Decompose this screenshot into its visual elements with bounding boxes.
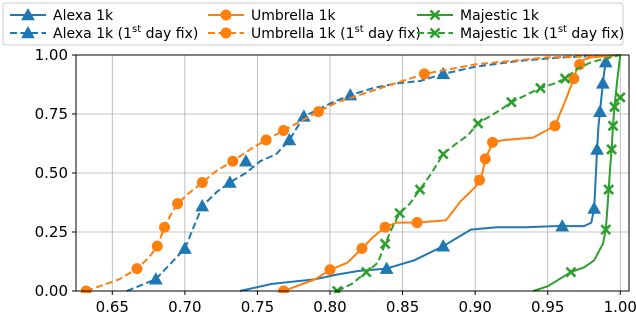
series-2 <box>126 54 621 292</box>
data-point <box>227 155 239 167</box>
legend-marker <box>21 7 35 21</box>
y-tick-label: 0.50 <box>35 164 68 182</box>
legend-box <box>2 2 624 46</box>
data-point <box>260 134 272 146</box>
y-tick-label: 1.00 <box>35 46 68 64</box>
legend-marker <box>220 9 232 21</box>
series-4 <box>80 54 621 293</box>
data-point <box>593 104 607 117</box>
series-line <box>532 54 622 292</box>
series-layer <box>80 54 626 293</box>
series-6 <box>331 54 621 293</box>
legend-marker <box>429 9 441 21</box>
legend-marker <box>220 27 232 39</box>
data-point <box>196 176 208 188</box>
data-point <box>148 272 163 285</box>
legend-item: Alexa 1k (1st day fix) <box>10 24 198 42</box>
data-point <box>195 199 210 212</box>
x-tick-label: 0.95 <box>531 298 564 316</box>
data-point <box>555 219 570 232</box>
data-point <box>436 66 451 80</box>
legend-label: Majestic 1k (1st day fix) <box>460 24 624 42</box>
series-5 <box>532 54 626 292</box>
data-point <box>607 120 619 132</box>
x-tick-label: 0.75 <box>241 298 274 316</box>
legend-marker <box>21 25 35 39</box>
series-line <box>126 54 621 292</box>
legend-label: Majestic 1k <box>460 8 540 24</box>
x-axis: 0.65 0.70 0.75 0.80 0.85 0.90 0.95 1.00 <box>96 291 636 316</box>
data-point <box>587 201 602 214</box>
legend-item: Majestic 1k (1st day fix) <box>417 24 624 42</box>
legend-item: Umbrella 1k <box>208 8 337 24</box>
legend-item: Umbrella 1k (1st day fix) <box>208 24 421 42</box>
data-point <box>178 241 192 254</box>
data-point <box>356 243 368 255</box>
legend-item: Alexa 1k <box>10 7 114 24</box>
data-point <box>606 143 618 155</box>
data-point <box>472 118 484 129</box>
data-point <box>379 261 394 274</box>
data-point <box>411 217 423 229</box>
data-point <box>360 266 372 278</box>
data-point <box>172 198 184 210</box>
data-point <box>414 184 426 195</box>
y-tick-label: 0.25 <box>35 223 68 241</box>
legend-label: Umbrella 1k (1st day fix) <box>251 24 421 42</box>
data-point <box>603 184 615 195</box>
legend-marker <box>429 27 441 39</box>
y-tick-label: 0.00 <box>35 282 68 300</box>
data-point <box>312 106 324 118</box>
legend-item: Majestic 1k <box>417 8 540 24</box>
x-tick-label: 0.85 <box>386 298 419 316</box>
data-point <box>394 207 406 219</box>
legend-label: Umbrella 1k <box>251 8 337 24</box>
y-tick-label: 0.75 <box>35 105 68 123</box>
x-tick-label: 0.80 <box>313 298 346 316</box>
data-point <box>379 221 391 233</box>
data-point <box>487 136 499 148</box>
data-point <box>559 73 571 85</box>
data-point <box>479 153 491 165</box>
data-point <box>590 142 604 155</box>
data-point <box>151 240 163 252</box>
series-3 <box>278 54 621 293</box>
data-point <box>131 263 143 275</box>
data-point <box>379 238 391 250</box>
data-point <box>436 239 451 252</box>
data-point <box>535 82 546 94</box>
data-point <box>282 132 297 146</box>
series-line <box>85 54 621 292</box>
data-point <box>324 264 336 276</box>
legend-label: Alexa 1k <box>53 8 114 24</box>
data-point <box>437 148 449 160</box>
data-point <box>565 266 577 278</box>
data-point <box>609 101 620 113</box>
data-point <box>568 73 580 85</box>
data-point <box>278 125 290 137</box>
data-point <box>614 92 626 103</box>
data-point <box>474 174 486 186</box>
data-point <box>506 96 517 108</box>
x-tick-label: 0.65 <box>96 298 129 316</box>
data-point <box>598 55 613 68</box>
data-point <box>238 154 253 167</box>
y-axis: 0.00 0.25 0.50 0.75 1.00 <box>35 46 76 300</box>
data-point <box>600 224 612 236</box>
x-tick-label: 0.90 <box>458 298 491 316</box>
x-tick-label: 0.70 <box>168 298 201 316</box>
data-point <box>549 120 561 132</box>
x-tick-label: 1.00 <box>604 298 636 316</box>
data-point <box>159 221 171 233</box>
data-point <box>223 175 237 188</box>
legend-label: Alexa 1k (1st day fix) <box>53 24 198 42</box>
data-point <box>418 68 430 80</box>
grid <box>76 54 629 292</box>
data-point <box>596 76 610 89</box>
